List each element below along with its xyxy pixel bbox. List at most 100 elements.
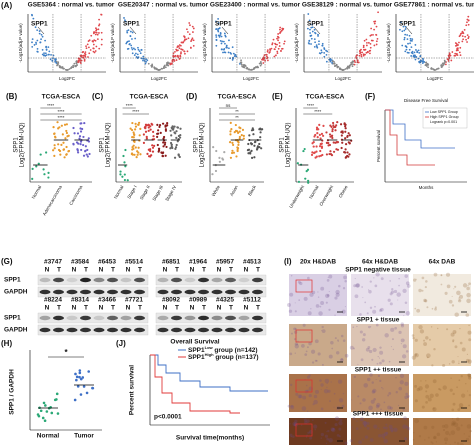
sample-dot bbox=[163, 143, 166, 146]
sample-dot bbox=[177, 134, 180, 138]
blot-band bbox=[39, 315, 51, 321]
tissue-texture bbox=[324, 421, 327, 424]
volcano-dot bbox=[320, 49, 323, 52]
tissue-texture bbox=[379, 346, 382, 349]
volcano-dot bbox=[31, 45, 34, 48]
blot-band bbox=[171, 277, 182, 283]
tissue-texture bbox=[354, 277, 356, 280]
tissue-texture bbox=[403, 416, 407, 420]
volcano-dot bbox=[362, 53, 365, 56]
volcano-dot bbox=[307, 13, 310, 15]
blot-band bbox=[80, 277, 91, 283]
tissue-texture bbox=[444, 291, 448, 295]
ihc-image bbox=[351, 324, 409, 366]
tissue-texture bbox=[454, 285, 457, 288]
volcano-dot bbox=[190, 40, 192, 42]
legend-sup: High bbox=[205, 352, 214, 357]
tissue-texture bbox=[351, 399, 353, 401]
sample-dot bbox=[144, 123, 148, 126]
tissue-texture bbox=[421, 289, 424, 292]
volcano-dot bbox=[126, 30, 128, 32]
tissue-texture bbox=[396, 292, 401, 297]
volcano-dot bbox=[73, 62, 76, 65]
volcano-dot bbox=[406, 38, 409, 41]
volcano-dot bbox=[276, 43, 278, 46]
volcano-dot bbox=[329, 60, 332, 63]
tissue-texture bbox=[461, 347, 466, 352]
volcano-dot bbox=[310, 43, 312, 45]
zoom-box bbox=[295, 423, 313, 437]
tissue-texture bbox=[352, 417, 356, 420]
sample-dot bbox=[334, 129, 337, 132]
tissue-texture bbox=[362, 333, 366, 337]
tissue-texture bbox=[468, 324, 470, 327]
tissue-texture bbox=[416, 387, 420, 392]
sample-dot bbox=[63, 123, 67, 126]
sample-dot bbox=[144, 130, 148, 133]
tissue-texture bbox=[333, 392, 336, 395]
sample-dot bbox=[52, 126, 55, 129]
tissue-texture bbox=[467, 330, 472, 335]
volcano-dot bbox=[132, 47, 135, 50]
sample-dot bbox=[61, 133, 64, 136]
tissue-texture bbox=[290, 332, 293, 335]
tissue-texture bbox=[390, 346, 392, 348]
lane-label: T bbox=[256, 305, 260, 312]
x-axis-label: Log2FC bbox=[59, 76, 76, 81]
tissue-texture bbox=[362, 398, 366, 402]
sample-dot bbox=[76, 385, 80, 388]
tissue-texture bbox=[385, 423, 388, 426]
sample-id: #3747 bbox=[44, 259, 62, 266]
tissue-texture bbox=[387, 394, 390, 397]
tissue-texture bbox=[313, 424, 318, 429]
sample-dot bbox=[86, 155, 89, 158]
sample-id: #3466 bbox=[98, 297, 116, 304]
sample-dot bbox=[60, 124, 63, 127]
sample-dot bbox=[147, 123, 150, 127]
volcano-dot bbox=[375, 40, 378, 43]
tissue-texture bbox=[446, 328, 449, 331]
sample-dot bbox=[174, 132, 177, 135]
volcano-dot bbox=[444, 63, 447, 66]
tissue-texture bbox=[366, 312, 369, 315]
volcano-dot bbox=[215, 39, 218, 41]
volcano-dot bbox=[317, 33, 319, 36]
volcano-dot bbox=[86, 43, 89, 46]
volcano-dot bbox=[425, 63, 427, 66]
volcano-dot bbox=[49, 58, 52, 61]
y-axis-label: SPP1 bbox=[280, 137, 286, 153]
sample-dot bbox=[162, 141, 165, 144]
volcano-dot bbox=[424, 61, 427, 64]
volcano-dot bbox=[38, 30, 41, 32]
blot-strip bbox=[37, 324, 149, 336]
volcano-dot bbox=[72, 66, 75, 69]
tissue-texture bbox=[426, 306, 429, 309]
sample-dot bbox=[311, 151, 314, 154]
sample-dot bbox=[83, 121, 86, 125]
tissue-texture bbox=[344, 306, 346, 308]
blot-strip bbox=[37, 274, 149, 286]
tissue-texture bbox=[389, 427, 394, 432]
x-tick-label: Normal bbox=[113, 185, 125, 200]
legend-sup: Low bbox=[205, 345, 214, 350]
tissue-texture bbox=[343, 275, 347, 280]
sample-dot bbox=[218, 160, 221, 163]
tissue-texture bbox=[349, 439, 353, 443]
volcano-dot bbox=[375, 25, 378, 28]
tissue-texture bbox=[465, 437, 470, 442]
lane-label: T bbox=[256, 267, 260, 274]
y-axis-label: -Log10(adj.P value) bbox=[110, 23, 115, 63]
sample-dot bbox=[173, 125, 176, 128]
volcano-dot bbox=[58, 66, 61, 69]
tissue-texture bbox=[294, 352, 296, 354]
significance: ** bbox=[235, 109, 239, 114]
blot-band bbox=[238, 289, 250, 295]
sample-dot bbox=[66, 135, 69, 138]
tissue-texture bbox=[341, 309, 346, 314]
volcano-dot bbox=[279, 26, 282, 29]
volcano-dot bbox=[366, 41, 368, 44]
sample-dot bbox=[318, 123, 321, 127]
blot-band bbox=[80, 327, 91, 333]
sample-dot bbox=[296, 162, 299, 165]
tissue-texture bbox=[441, 424, 445, 428]
